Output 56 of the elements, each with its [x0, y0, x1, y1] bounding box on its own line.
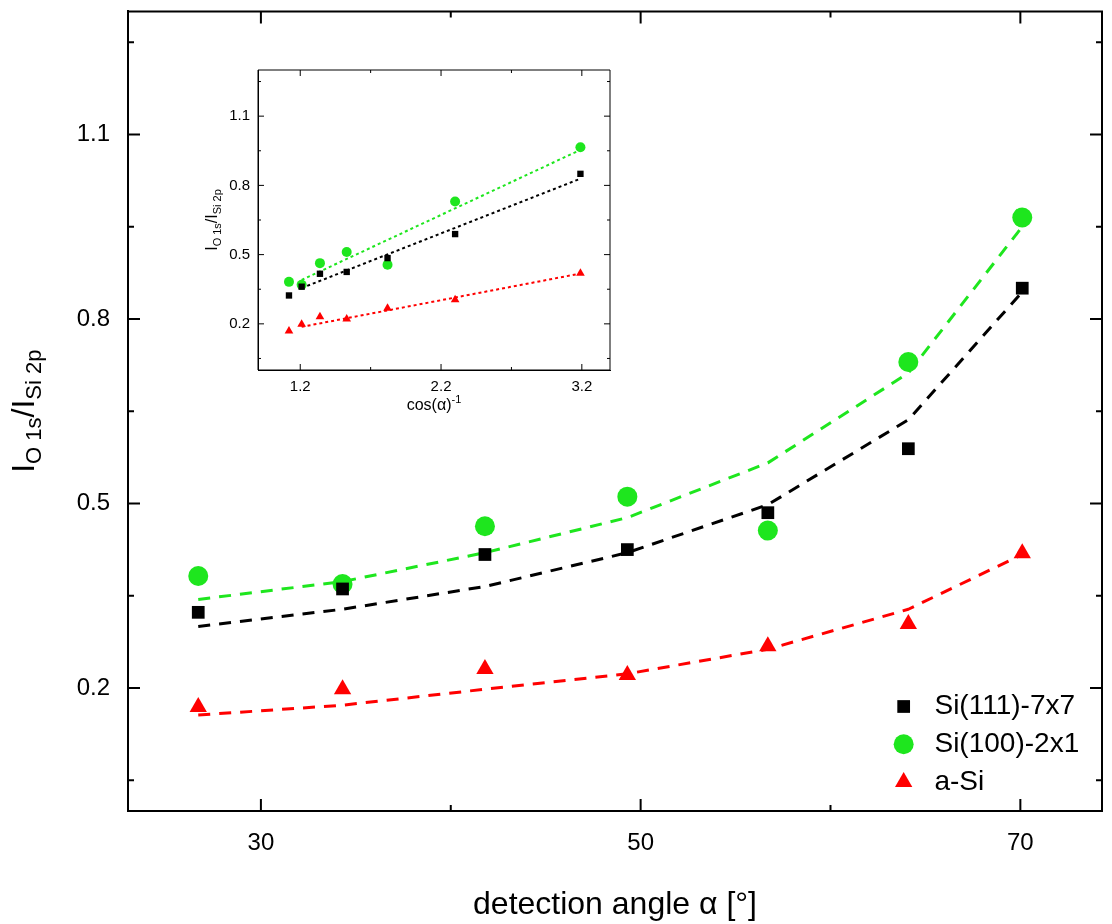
- x-tick-label: 1.2: [289, 377, 311, 395]
- point: [1013, 543, 1031, 559]
- y-tick-label: 0.5: [76, 488, 110, 516]
- point: [576, 268, 585, 276]
- point: [314, 258, 325, 269]
- y-tick-label: 0.2: [229, 313, 250, 331]
- point: [474, 516, 495, 537]
- x-tick-label: 2.2: [430, 377, 452, 395]
- point: [285, 292, 293, 299]
- point: [298, 283, 305, 290]
- y-tick-label: 1.1: [76, 119, 110, 147]
- point: [757, 520, 778, 541]
- point: [478, 548, 492, 561]
- point: [315, 311, 325, 320]
- point: [575, 142, 586, 153]
- y-tick-label: 0.8: [229, 175, 250, 193]
- point: [188, 566, 209, 587]
- point: [382, 259, 393, 270]
- point: [450, 196, 461, 207]
- legend-label: Si(100)-2x1: [934, 727, 1080, 759]
- legend-label: Si(111)-7x7: [934, 689, 1076, 721]
- y-tick-label: 0.5: [229, 244, 250, 262]
- point: [341, 247, 352, 258]
- point: [898, 351, 919, 372]
- point: [1012, 207, 1033, 228]
- point: [901, 442, 915, 456]
- x-tick-label: 30: [247, 828, 275, 856]
- y-axis-title: IO 1s/ISi 2p: [203, 189, 223, 251]
- legend-label: a-Si: [934, 764, 985, 796]
- point: [761, 506, 775, 520]
- point: [284, 326, 294, 334]
- x-axis-title: detection angle α [°]: [473, 884, 757, 921]
- x-tick-label: 70: [1007, 828, 1034, 856]
- y-tick-label: 1.1: [229, 106, 250, 124]
- point: [577, 170, 584, 178]
- point: [342, 314, 352, 322]
- x-tick-label: 3.2: [571, 377, 593, 395]
- point: [333, 679, 352, 695]
- point: [1015, 281, 1029, 295]
- point: [383, 303, 392, 311]
- point: [617, 486, 638, 507]
- point: [618, 665, 636, 681]
- point: [620, 543, 634, 556]
- point: [297, 319, 306, 327]
- point: [759, 636, 777, 652]
- point: [191, 605, 205, 619]
- point: [476, 658, 494, 674]
- y-tick-label: 0.8: [76, 303, 110, 331]
- point: [384, 254, 391, 262]
- point: [450, 294, 460, 303]
- x-tick-label: 50: [627, 828, 654, 856]
- point: [283, 276, 294, 287]
- y-tick-label: 0.2: [76, 672, 110, 700]
- point: [189, 697, 207, 713]
- y-axis-title: IO 1s/ISi 2p: [5, 349, 47, 473]
- point: [899, 614, 917, 630]
